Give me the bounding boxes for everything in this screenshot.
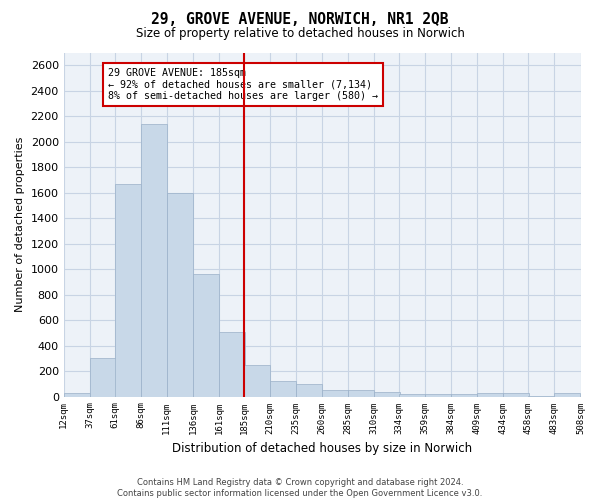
X-axis label: Distribution of detached houses by size in Norwich: Distribution of detached houses by size … [172, 442, 472, 455]
Bar [451, 394, 478, 396]
Bar [64, 394, 90, 396]
Text: Contains HM Land Registry data © Crown copyright and database right 2024.
Contai: Contains HM Land Registry data © Crown c… [118, 478, 482, 498]
Bar [244, 364, 270, 396]
Bar [374, 392, 400, 396]
Bar [167, 192, 193, 396]
Text: 29 GROVE AVENUE: 185sqm
← 92% of detached houses are smaller (7,134)
8% of semi-: 29 GROVE AVENUE: 185sqm ← 92% of detache… [109, 68, 379, 101]
Bar [348, 390, 374, 396]
Text: 29, GROVE AVENUE, NORWICH, NR1 2QB: 29, GROVE AVENUE, NORWICH, NR1 2QB [151, 12, 449, 28]
Bar [425, 394, 451, 396]
Bar [90, 358, 116, 397]
Text: Size of property relative to detached houses in Norwich: Size of property relative to detached ho… [136, 28, 464, 40]
Bar [478, 394, 503, 396]
Bar [270, 382, 296, 396]
Bar [554, 394, 580, 396]
Bar [193, 274, 219, 396]
Bar [219, 332, 245, 396]
Bar [503, 394, 529, 396]
Bar [141, 124, 167, 396]
Y-axis label: Number of detached properties: Number of detached properties [15, 137, 25, 312]
Bar [296, 384, 322, 396]
Bar [115, 184, 141, 396]
Bar [322, 390, 348, 396]
Bar [399, 394, 425, 396]
